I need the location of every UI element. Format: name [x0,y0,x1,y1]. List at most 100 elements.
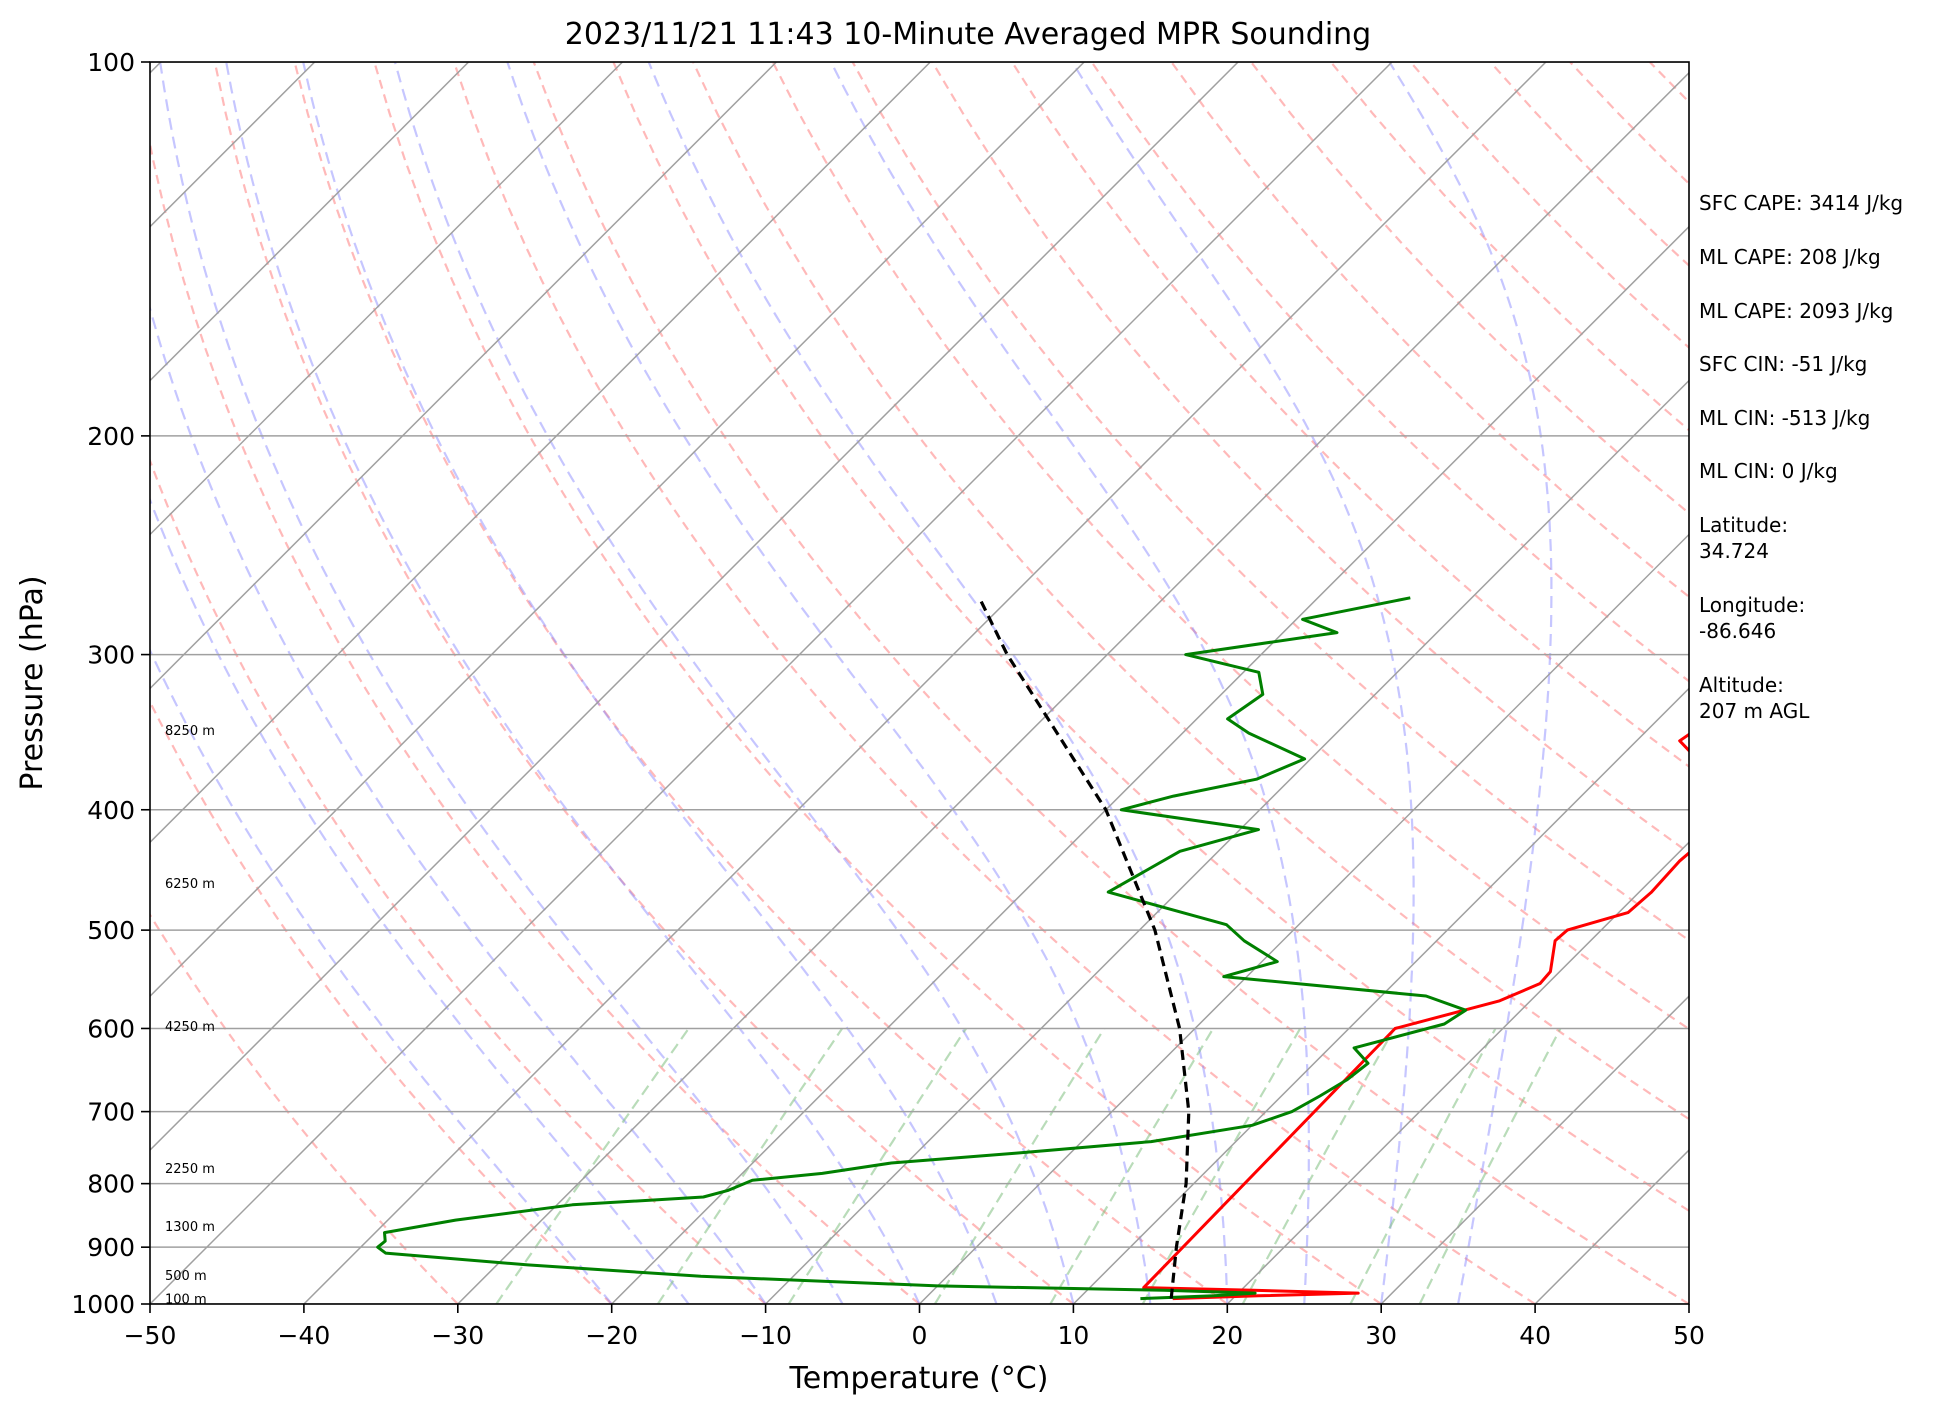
moist-adiabat [830,62,1310,1304]
moist-adiabat [159,62,844,1304]
latitude-value: 34.724 [1699,539,1769,563]
height-label: 1300 m [165,1220,215,1235]
dry-adiabat [150,912,459,1304]
y-tick-label: 100 [87,48,135,77]
moist-adiabat [1071,62,1415,1304]
y-tick-label: 600 [87,1014,135,1043]
isotherm [918,533,1689,1304]
background-lines [150,62,1689,1304]
isotherm [303,62,1547,1304]
sounding-lines [376,596,1689,1301]
dry-adiabat [532,62,1689,1304]
mixing-ratio-line [1418,1027,1562,1304]
temperature-line [1142,732,1689,1301]
isotherm [150,62,1085,998]
moist-adiabat [150,496,690,1304]
longitude-label: Longitude: [1699,593,1805,617]
x-tick-label: 50 [1673,1321,1705,1350]
moist-adiabat [150,304,767,1304]
x-tick-label: −10 [739,1321,792,1350]
moist-adiabat [393,62,1075,1304]
info-panel: SFC CAPE: 3414 J/kg ML CAPE: 208 J/kg ML… [1699,191,1903,723]
height-label: 500 m [165,1269,207,1284]
height-label: 100 m [165,1293,207,1308]
dry-adiabat [1170,62,1689,599]
isotherm [1072,687,1689,1304]
x-tick-label: 40 [1519,1321,1551,1350]
dry-adiabat [692,62,1689,1121]
isotherm [150,62,470,382]
isotherm [611,225,1689,1304]
mu-cape-text: ML CAPE: 2093 J/kg [1699,299,1893,323]
y-axis-label: Pressure (hPa) [15,575,50,790]
x-tick-label: −50 [124,1321,177,1350]
altitude-value: 207 m AGL [1699,699,1810,723]
dry-adiabat [150,138,921,1304]
dry-adiabat [293,62,1228,1304]
isotherm [1380,995,1689,1304]
x-tick-label: 30 [1365,1321,1397,1350]
x-tick-label: 20 [1211,1321,1243,1350]
height-label: 4250 m [165,1020,215,1035]
dry-adiabat [150,699,613,1304]
ml-cape-text: ML CAPE: 208 J/kg [1699,245,1881,269]
isotherm [765,379,1689,1304]
isotherm [150,62,931,844]
dry-adiabat [1011,62,1689,768]
plot-frame [149,61,1690,1305]
height-labels: 8250 m 6250 m 4250 m 2250 m 1300 m 500 m 100 m [165,724,215,1308]
x-tick-label: 0 [912,1321,928,1350]
isotherm [150,62,1393,1304]
gridlines [150,62,1689,1304]
moist-adiabat [647,62,1229,1304]
y-tick-label: 700 [87,1098,135,1127]
x-axis-ticks: −50 −40 −30 −20 −10 0 10 20 30 40 50 [124,1304,1705,1350]
height-label: 6250 m [165,877,215,892]
isotherm [457,71,1689,1304]
altitude-label: Altitude: [1699,673,1784,697]
chart-title: 2023/11/21 11:43 10-Minute Averaged MPR … [565,17,1371,52]
isotherm [150,62,624,536]
sfc-cin-text: SFC CIN: -51 J/kg [1699,352,1867,376]
dry-adiabat [771,62,1689,1031]
moist-adiabat [1388,62,1553,1304]
dry-adiabat [452,62,1536,1304]
x-tick-label: −40 [278,1321,331,1350]
ml-cin-text: ML CIN: -513 J/kg [1699,406,1870,430]
moist-adiabat [225,62,921,1304]
x-tick-label: 10 [1057,1321,1089,1350]
y-tick-label: 400 [87,796,135,825]
mixing-ratio-line [1349,1027,1497,1304]
height-label: 8250 m [165,724,215,739]
dry-adiabat [1090,62,1689,683]
x-tick-label: −30 [431,1321,484,1350]
x-axis-label: Temperature (°C) [789,1361,1049,1396]
y-axis-ticks: 100 200 300 400 500 600 700 800 900 1000 [71,48,150,1319]
isotherm [150,62,777,690]
mixing-ratio-line [1241,1027,1396,1304]
y-tick-label: 300 [87,641,135,670]
y-tick-label: 500 [87,916,135,945]
isotherm [1226,841,1689,1304]
dry-adiabat [150,457,767,1304]
moist-adiabat [302,62,998,1304]
height-label: 2250 m [165,1162,215,1177]
parcel-line [977,597,1191,1299]
y-tick-label: 800 [87,1170,135,1199]
sfc-cape-text: SFC CAPE: 3414 J/kg [1699,191,1903,215]
y-tick-label: 200 [87,422,135,451]
mixing-ratio-line [1049,1027,1215,1304]
longitude-value: -86.646 [1699,619,1776,643]
y-tick-label: 1000 [71,1290,135,1319]
y-tick-label: 900 [87,1233,135,1262]
mixing-ratio-line [495,1027,690,1304]
mu-cin-text: ML CIN: 0 J/kg [1699,459,1838,483]
dry-adiabat [213,62,1075,1304]
isotherm [150,62,1239,1152]
latitude-label: Latitude: [1699,513,1788,537]
dry-adiabat [373,62,1382,1304]
x-tick-label: −20 [585,1321,638,1350]
moist-adiabat [150,647,613,1304]
dewpoint-line [376,596,1468,1301]
